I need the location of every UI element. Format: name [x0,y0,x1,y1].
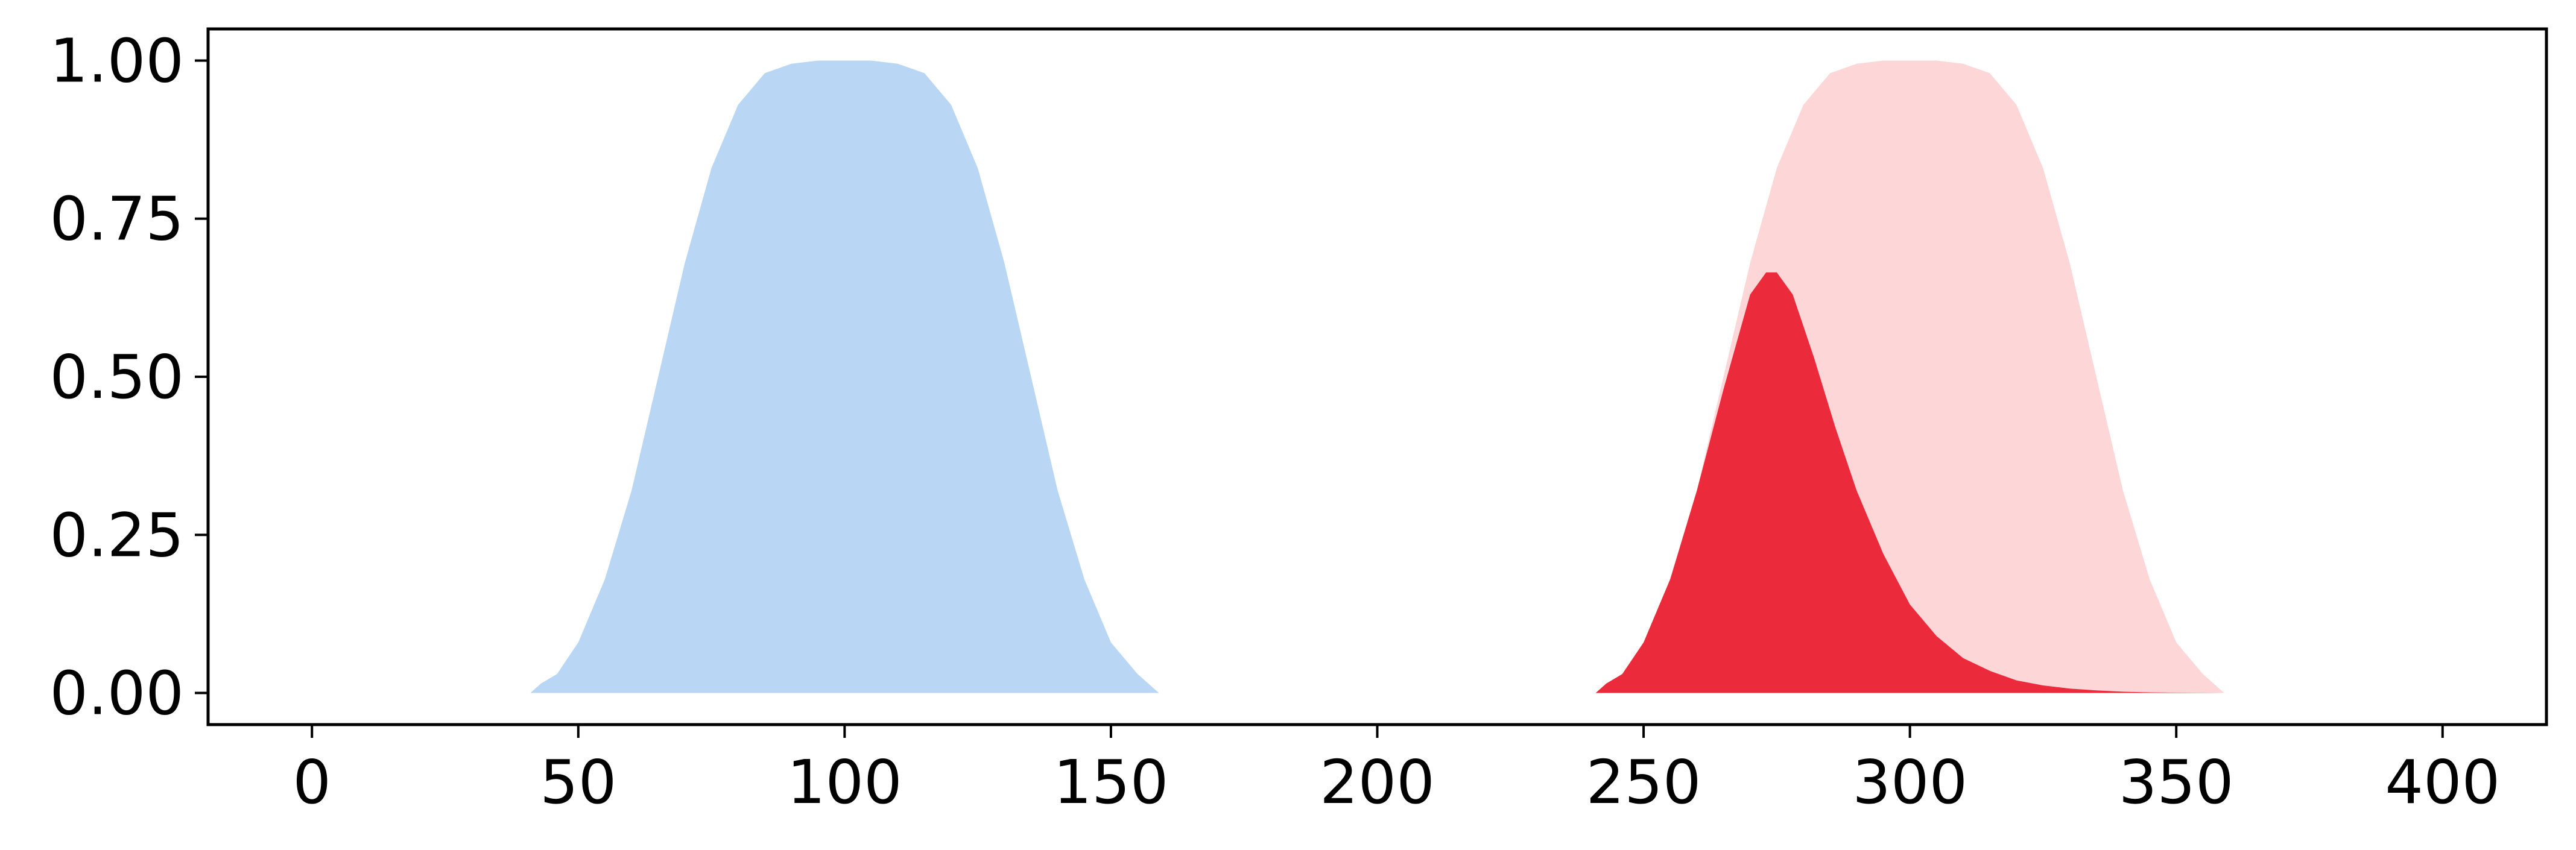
y-tick-label: 0.50 [49,342,184,412]
x-tick-label: 350 [2119,747,2234,817]
x-tick-label: 400 [2385,747,2500,817]
y-tick-label: 0.00 [49,658,184,729]
x-tick-label: 50 [540,747,616,817]
y-tick-label: 0.75 [49,184,184,254]
y-axis: 0.00 0.25 0.50 0.75 1.00 [49,25,208,729]
series-layer [530,60,2224,693]
x-tick-label: 200 [1320,747,1435,817]
x-tick-label: 0 [293,747,331,817]
x-tick-label: 300 [1852,747,1967,817]
y-tick-label: 0.25 [49,500,184,570]
x-tick-label: 100 [787,747,902,817]
area-series-1 [530,60,1159,693]
x-axis: 0 50 100 150 200 250 300 350 400 [293,725,2500,817]
area-series-3 [1595,272,2224,693]
x-tick-label: 150 [1053,747,1168,817]
plot-frame [206,27,2548,726]
y-tick-label: 1.00 [49,25,184,96]
x-tick-label: 250 [1586,747,1701,817]
